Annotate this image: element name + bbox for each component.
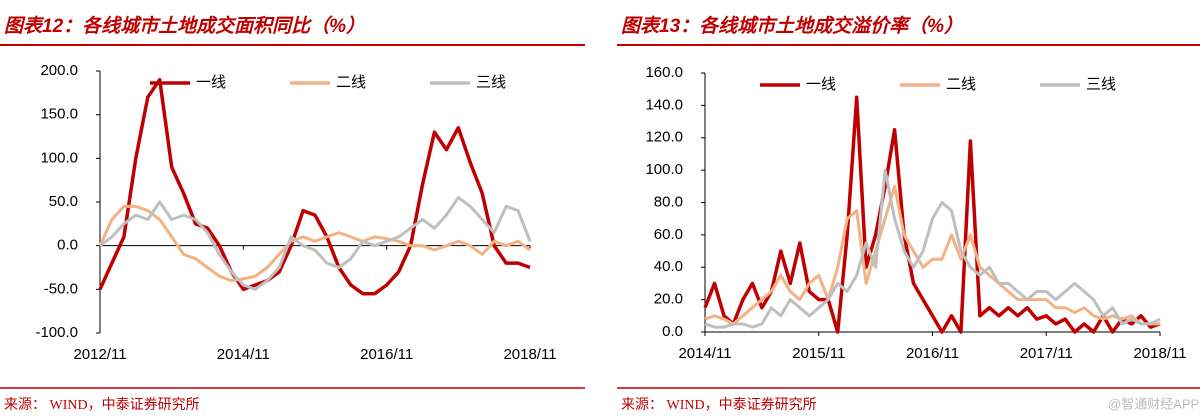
y-tick-label: 80.0 bbox=[654, 193, 683, 210]
y-tick-label: 100.0 bbox=[40, 149, 78, 166]
y-tick-label: 200.0 bbox=[40, 62, 78, 79]
y-tick-label: 20.0 bbox=[654, 291, 683, 308]
x-tick-label: 2018/11 bbox=[1133, 345, 1186, 362]
x-tick-label: 2015/11 bbox=[792, 345, 845, 362]
legend-label: 一线 bbox=[806, 76, 836, 93]
legend-label: 一线 bbox=[196, 74, 226, 91]
legend-label: 二线 bbox=[336, 74, 366, 91]
source: 来源： WIND，中泰证券研究所 bbox=[4, 397, 200, 413]
x-tick-label: 2018/11 bbox=[503, 346, 556, 363]
y-tick-label: -50.0 bbox=[44, 280, 78, 297]
series-line bbox=[704, 184, 1160, 326]
series-line bbox=[703, 95, 1161, 334]
x-tick-label: 2017/11 bbox=[1020, 345, 1073, 362]
chart-title: 图表12：各线城市土地成交面积同比（%） bbox=[4, 15, 365, 37]
series-line bbox=[99, 196, 532, 291]
x-tick-label: 2014/11 bbox=[217, 346, 270, 363]
y-tick-label: -100.0 bbox=[35, 324, 78, 341]
y-tick-label: 160.0 bbox=[645, 64, 683, 81]
x-tick-label: 2016/11 bbox=[906, 345, 959, 362]
y-tick-label: 100.0 bbox=[645, 161, 683, 178]
legend-label: 三线 bbox=[1086, 76, 1116, 93]
x-tick-label: 2016/11 bbox=[360, 346, 413, 363]
chart-title: 图表13：各线城市土地成交溢价率（%） bbox=[621, 15, 963, 37]
y-tick-label: 40.0 bbox=[654, 258, 683, 275]
y-tick-label: 0.0 bbox=[662, 323, 683, 340]
y-tick-label: 150.0 bbox=[40, 106, 78, 123]
source: 来源： WIND，中泰证券研究所 bbox=[621, 397, 817, 413]
series-line bbox=[98, 204, 531, 283]
series-line bbox=[98, 77, 531, 296]
y-tick-label: 140.0 bbox=[645, 96, 683, 113]
y-tick-label: 60.0 bbox=[654, 226, 683, 243]
watermark: @智通财经APP bbox=[1108, 396, 1199, 411]
y-tick-label: 50.0 bbox=[49, 193, 78, 210]
legend-label: 二线 bbox=[946, 76, 976, 93]
series-line bbox=[704, 168, 1161, 329]
x-tick-label: 2012/11 bbox=[73, 346, 126, 363]
y-tick-label: 120.0 bbox=[645, 129, 683, 146]
legend-label: 三线 bbox=[476, 74, 506, 91]
x-tick-label: 2014/11 bbox=[678, 345, 731, 362]
y-tick-label: 0.0 bbox=[57, 237, 78, 254]
